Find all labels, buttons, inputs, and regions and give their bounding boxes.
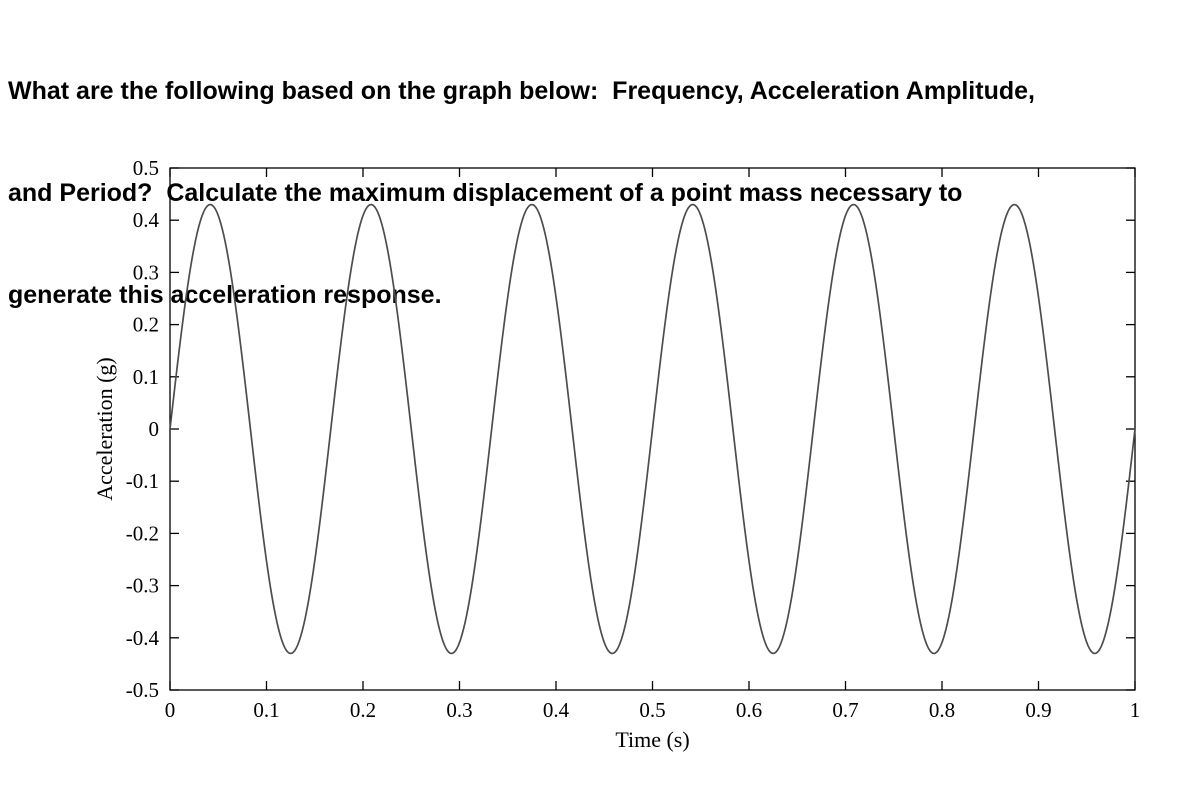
x-tick-label: 0.9 <box>1025 698 1051 722</box>
y-tick-label: -0.5 <box>126 678 159 702</box>
x-axis-label: Time (s) <box>615 727 689 752</box>
y-tick-label: 0.5 <box>133 156 159 180</box>
x-tick-label: 0.7 <box>832 698 858 722</box>
y-tick-label: -0.2 <box>126 521 159 545</box>
question-line-1: What are the following based on the grap… <box>8 77 1035 105</box>
y-tick-label: 0.1 <box>133 365 159 389</box>
question-line-3: generate this acceleration response. <box>8 281 442 309</box>
question-line-2: and Period? Calculate the maximum displa… <box>8 179 963 207</box>
x-tick-label: 0 <box>165 698 176 722</box>
y-tick-label: 0 <box>149 417 160 441</box>
y-tick-label: 0.2 <box>133 313 159 337</box>
x-tick-label: 0.3 <box>446 698 472 722</box>
x-tick-label: 0.4 <box>543 698 570 722</box>
question-text: What are the following based on the grap… <box>8 6 1168 380</box>
x-tick-label: 0.5 <box>639 698 665 722</box>
y-tick-label: 0.3 <box>133 260 159 284</box>
sine-curve <box>169 203 1136 655</box>
x-tick-label: 0.8 <box>929 698 955 722</box>
x-tick-label: 0.6 <box>736 698 762 722</box>
x-tick-label: 1 <box>1130 698 1141 722</box>
x-tick-label: 0.2 <box>350 698 376 722</box>
y-tick-label: -0.4 <box>126 626 160 650</box>
y-tick-label: -0.1 <box>126 469 159 493</box>
y-tick-label: -0.3 <box>126 574 159 598</box>
y-tick-label: 0.4 <box>133 208 160 232</box>
y-axis-label: Acceleration (g) <box>92 357 117 501</box>
x-tick-label: 0.1 <box>253 698 279 722</box>
